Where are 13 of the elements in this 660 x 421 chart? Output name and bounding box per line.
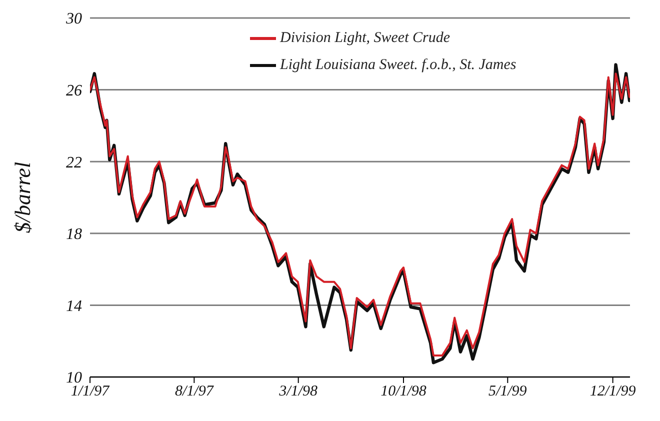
- y-tick-label: 26: [66, 82, 82, 100]
- x-tick-label: 3/1/98: [278, 384, 318, 400]
- y-tick-label: 14: [66, 298, 82, 315]
- y-tick-label: 18: [66, 226, 82, 244]
- x-tick-label: 10/1/98: [380, 384, 427, 400]
- y-tick-label: 22: [66, 154, 82, 172]
- x-tick-label: 5/1/99: [488, 384, 528, 400]
- y-tick-label: 30: [65, 10, 82, 28]
- x-tick-label: 8/1/97: [174, 384, 215, 400]
- x-tick-label: 12/1/99: [590, 384, 636, 400]
- legend-label: Light Louisiana Sweet. f.o.b., St. James: [280, 57, 516, 74]
- legend-label: Division Light, Sweet Crude: [280, 30, 450, 47]
- y-axis-title: $/barrel: [10, 162, 35, 234]
